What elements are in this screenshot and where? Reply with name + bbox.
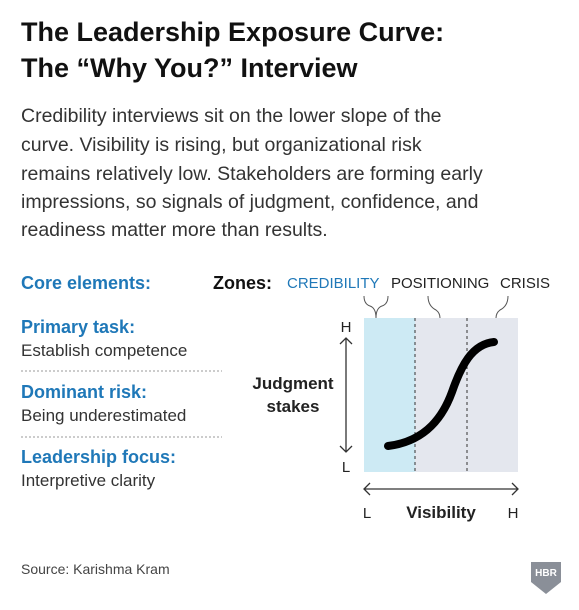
item-text: Being underestimated (21, 406, 186, 425)
x-label: Visibility (406, 503, 476, 522)
item-text: Establish competence (21, 341, 187, 360)
item-label: Dominant risk: (21, 382, 147, 402)
zone-bracket (363, 295, 389, 319)
exposure-curve (384, 338, 498, 450)
zone-label: POSITIONING (391, 275, 489, 292)
zone-label: CRISIS (500, 275, 550, 292)
zone-band (415, 318, 518, 472)
logo-shield (531, 562, 561, 594)
x-high: H (508, 505, 519, 522)
item-text: Interpretive clarity (21, 471, 156, 490)
intro-line: readiness matter more than results. (21, 219, 328, 241)
zone-label: CREDIBILITY (287, 275, 380, 292)
logo: HBR (535, 568, 557, 579)
core-heading: Core elements: (21, 273, 151, 293)
intro-line: curve. Visibility is rising, but organiz… (21, 134, 422, 156)
title-line: The “Why You?” Interview (21, 53, 359, 83)
intro-line: Credibility interviews sit on the lower … (21, 105, 442, 127)
item-label: Primary task: (21, 317, 135, 337)
zones-heading: Zones: (213, 273, 272, 293)
item-label: Leadership focus: (21, 447, 176, 467)
y-arrow (339, 337, 353, 453)
title-line: The Leadership Exposure Curve: (21, 17, 444, 47)
zone-bracket (427, 295, 441, 319)
intro-line: impressions, so signals of judgment, con… (21, 191, 478, 213)
x-arrow (363, 482, 519, 496)
y-label: stakes (267, 397, 320, 416)
source: Source: Karishma Kram (21, 561, 170, 577)
zone-bracket (495, 295, 509, 319)
y-label: Judgment (252, 374, 334, 393)
intro-line: remains relatively low. Stakeholders are… (21, 163, 483, 185)
x-low: L (363, 505, 371, 522)
y-low: L (342, 459, 350, 476)
y-high: H (341, 319, 352, 336)
